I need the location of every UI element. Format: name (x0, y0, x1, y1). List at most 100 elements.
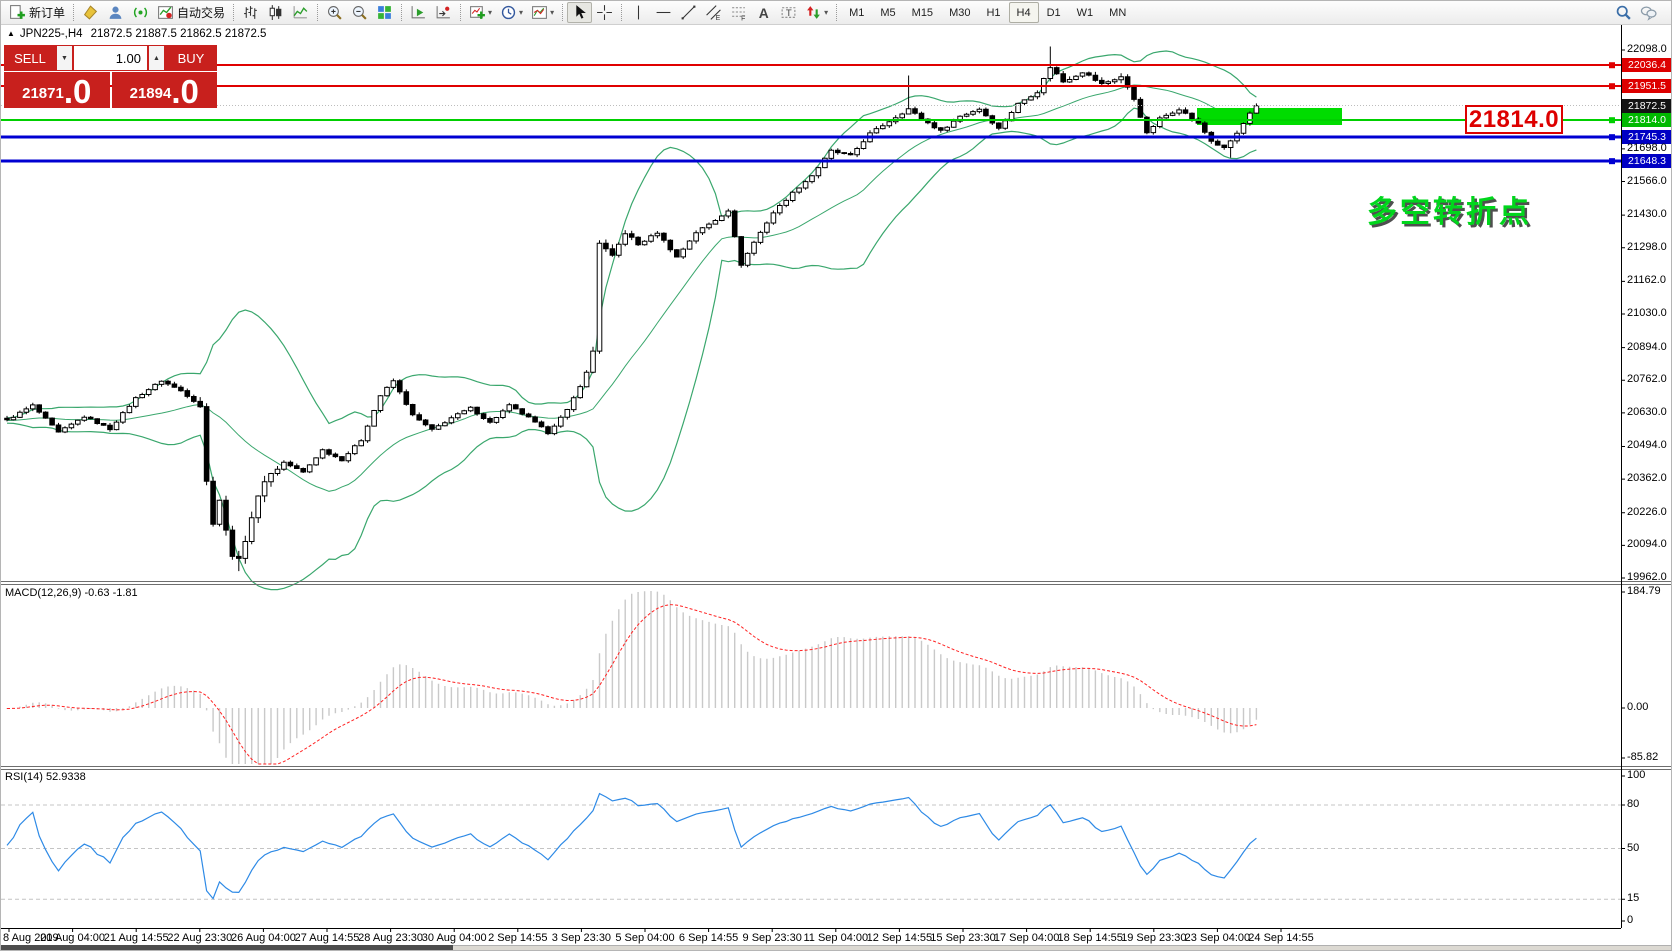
macd-histogram (6, 591, 1258, 764)
toolbar-items: 新订单 自动交易 ▾ ▾ ▾ ▾ M1 M5 M15 M30 H1 H4 D1 W1 MN (5, 2, 1134, 23)
auto-scroll-button[interactable] (406, 2, 431, 23)
timeframe-h1-button[interactable]: H1 (978, 2, 1008, 23)
autotrading-button-label: 自动交易 (177, 6, 226, 20)
horizontal-line-button[interactable] (651, 2, 676, 23)
trendline-button[interactable] (676, 2, 701, 23)
buy-price-button[interactable]: 21894 .0 (111, 72, 217, 108)
toolbar-separator (73, 4, 75, 21)
periods-icon (500, 4, 517, 21)
zoom-in-button[interactable] (322, 2, 347, 23)
hscrollbar-thumb[interactable] (453, 945, 1671, 950)
periods-button[interactable]: ▾ (496, 2, 527, 23)
timeframe-m1-button[interactable]: M1 (841, 2, 872, 23)
trade-panel-top-row: SELL ▼ ▲ BUY (4, 45, 217, 71)
new-order-button[interactable]: 新订单 (5, 2, 69, 23)
dropdown-arrow-icon: ▾ (550, 8, 555, 17)
zoom-out-icon (351, 4, 368, 21)
bar-chart-button[interactable] (238, 2, 263, 23)
candles-icon (267, 4, 284, 21)
toolbar-separator (401, 4, 403, 21)
styler-button[interactable] (78, 2, 103, 23)
crosshair-icon (596, 4, 613, 21)
fibonacci-button[interactable] (726, 2, 751, 23)
toolbar-separator (621, 4, 623, 21)
toolbar-separator (836, 4, 838, 21)
buy-price-main: 21894 (129, 85, 172, 102)
tiles-icon (376, 4, 393, 21)
line-chart-button[interactable] (288, 2, 313, 23)
text-icon (755, 4, 772, 21)
chart-symbol-title: ▲ JPN225-,H4 21872.5 21887.5 21862.5 21872… (7, 28, 266, 40)
linechart-icon (292, 4, 309, 21)
equidistant-channel-button[interactable] (701, 2, 726, 23)
timeframe-d1-button[interactable]: D1 (1039, 2, 1069, 23)
cursor-icon (571, 4, 588, 21)
autotrading-button[interactable]: 自动交易 (153, 2, 229, 23)
zoom-in-icon (326, 4, 343, 21)
signals-button[interactable] (128, 2, 153, 23)
macd-indicator-label: MACD(12,26,9) -0.63 -1.81 (5, 587, 138, 599)
oneclick-toggle-icon[interactable]: ▲ (7, 29, 15, 38)
new-order-button-label: 新订单 (29, 6, 66, 20)
rsi-indicator-label: RSI(14) 52.9338 (5, 771, 86, 783)
toolbar-separator (460, 4, 462, 21)
timeframe-w1-button[interactable]: W1 (1069, 2, 1102, 23)
level-marker (1609, 134, 1615, 141)
timeframe-mn-button[interactable]: MN (1101, 2, 1134, 23)
arrows-button[interactable]: ▾ (801, 2, 832, 23)
vertical-line-button[interactable] (626, 2, 651, 23)
fibo-icon (730, 4, 747, 21)
turning-point-annotation[interactable]: 多空转折点 (1367, 196, 1532, 229)
bull-candle-bodies (10, 67, 1260, 559)
buy-button[interactable]: BUY (165, 45, 217, 71)
volume-increase-button[interactable]: ▲ (148, 45, 165, 71)
cursor-button[interactable] (567, 2, 593, 23)
bars-icon (242, 4, 259, 21)
autotrading-icon (157, 4, 174, 21)
sell-price-pip: .0 (63, 72, 92, 110)
text-label-button[interactable] (776, 2, 801, 23)
zoom-out-button[interactable] (347, 2, 372, 23)
bear-candle-bodies (4, 67, 1227, 559)
chart-area: 22036.4 21951.5 21872.5 21814.0 21745.3 21648… (1, 25, 1672, 951)
chat-button[interactable] (1636, 2, 1661, 23)
symbol-name: JPN225-,H4 (19, 28, 83, 40)
crosshair-button[interactable] (592, 2, 617, 23)
timeframe-m15-button[interactable]: M15 (904, 2, 941, 23)
search-button[interactable] (1611, 2, 1636, 23)
indicators-button[interactable]: ▾ (465, 2, 496, 23)
hline-icon (655, 4, 672, 21)
level-marker (1609, 158, 1615, 165)
bollinger-upper-band (6, 50, 1257, 425)
indicators-icon (469, 4, 486, 21)
triangle-up-icon: ▲ (153, 54, 160, 62)
hscrollbar-track[interactable] (1, 945, 453, 950)
sell-price-button[interactable]: 21871 .0 (4, 72, 110, 108)
sell-button[interactable]: SELL (4, 45, 56, 71)
text-button[interactable] (751, 2, 776, 23)
dropdown-arrow-icon: ▾ (824, 8, 829, 17)
tile-windows-button[interactable] (372, 2, 397, 23)
sell-price-main: 21871 (22, 85, 64, 102)
one-click-trading-panel: SELL ▼ ▲ BUY 21871 .0 21894 .0 (4, 45, 217, 108)
trade-panel-price-row: 21871 .0 21894 .0 (4, 72, 217, 108)
vline-icon (630, 4, 647, 21)
volume-input[interactable] (73, 45, 148, 71)
search-icon (1615, 4, 1632, 21)
candlestick-chart-button[interactable] (263, 2, 288, 23)
templates-button[interactable]: ▾ (527, 2, 558, 23)
volume-decrease-button[interactable]: ▼ (56, 45, 73, 71)
timeframe-m30-button[interactable]: M30 (941, 2, 978, 23)
highlight-rectangle[interactable] (1197, 108, 1342, 125)
timeframe-h4-button[interactable]: H4 (1008, 2, 1039, 23)
ohlc-values: 21872.5 21887.5 21862.5 21872.5 (90, 28, 267, 40)
chart-canvas[interactable] (1, 25, 1672, 951)
level-marker (1609, 117, 1615, 124)
rsi-line (6, 792, 1257, 900)
label-icon (780, 4, 797, 21)
new-order-icon (9, 4, 26, 21)
chart-shift-button[interactable] (431, 2, 456, 23)
price-annotation-box[interactable]: 21814.0 (1465, 105, 1563, 134)
timeframe-m5-button[interactable]: M5 (872, 2, 903, 23)
profiles-button[interactable] (103, 2, 128, 23)
